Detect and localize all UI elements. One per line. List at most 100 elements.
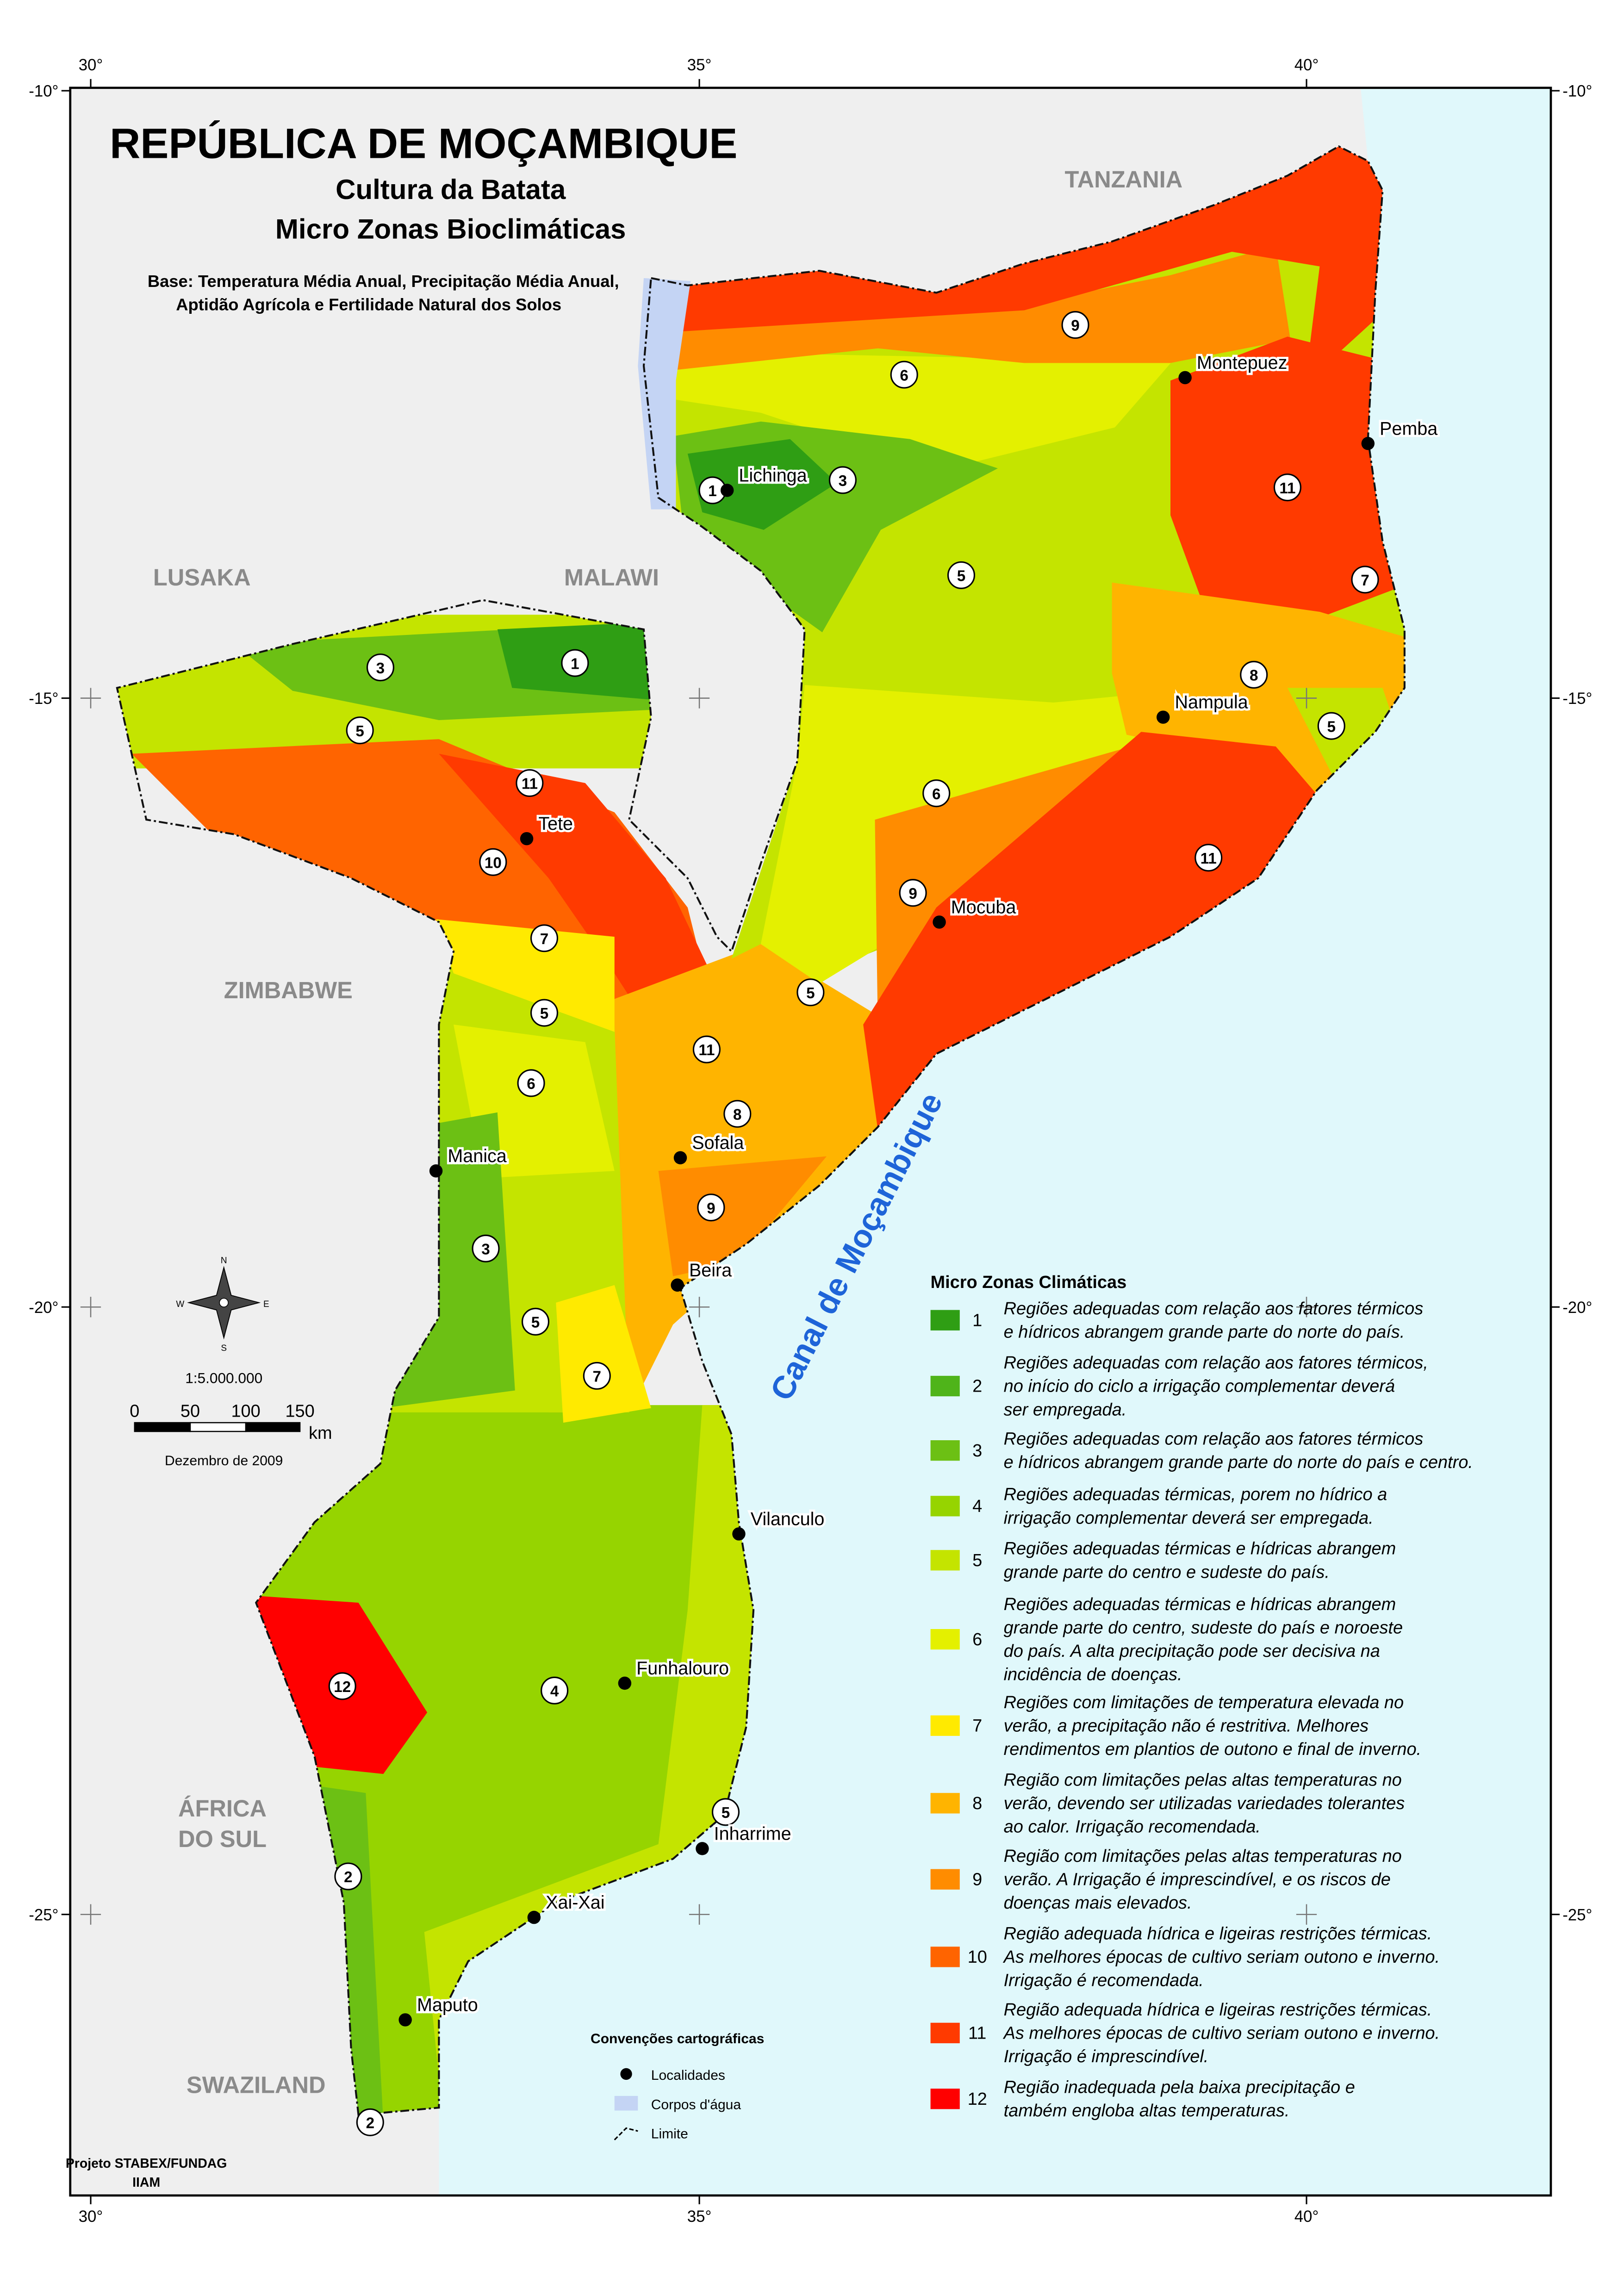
- legend-swatch: [930, 1550, 960, 1571]
- zone-marker-label: 4: [550, 1683, 559, 1700]
- legend-number: 7: [972, 1716, 982, 1735]
- compass-letter: N: [221, 1256, 227, 1265]
- zone-marker: [723, 1100, 752, 1128]
- zone-marker: [922, 779, 951, 808]
- zone-marker-label: 5: [722, 1804, 730, 1822]
- country-label: SWAZILAND: [187, 2072, 326, 2098]
- legend-description: no início do ciclo a irrigação complemen…: [1004, 1377, 1395, 1396]
- legend-description: Região com limitações pelas altas temper…: [1004, 1770, 1402, 1790]
- legend-number: 1: [972, 1311, 982, 1330]
- city-dot: [398, 2013, 412, 2027]
- scale-segment: [189, 1422, 247, 1432]
- legend-description: grande parte do centro, sudeste do país …: [1004, 1618, 1403, 1637]
- city-dot: [527, 1910, 541, 1924]
- zone-marker-label: 9: [707, 1200, 715, 1217]
- scale-tick-label: 0: [130, 1401, 139, 1421]
- compass-letter: S: [221, 1343, 227, 1353]
- legend-description: Região inadequada pela baixa precipitaçã…: [1004, 2078, 1355, 2097]
- city-label: Tete: [538, 814, 573, 834]
- zone-5: [424, 1405, 776, 2078]
- legend-swatch: [930, 1496, 960, 1517]
- lat-tick-label: -15°: [1562, 690, 1592, 708]
- city-dot: [1361, 437, 1375, 450]
- country-label: TANZANIA: [1065, 166, 1183, 193]
- zone-marker: [947, 561, 975, 589]
- legend-description: Irrigação é recomendada.: [1004, 1971, 1204, 1990]
- city-dot: [696, 1842, 709, 1855]
- city-dot: [671, 1278, 684, 1292]
- zone-marker-label: 7: [593, 1368, 601, 1386]
- legend-number: 6: [972, 1630, 982, 1649]
- credit: IIAM: [132, 2175, 160, 2190]
- legend-description: Regiões adequadas com relação aos fatore…: [1004, 1299, 1424, 1319]
- zone-marker: [1061, 311, 1089, 339]
- legend-swatch: [930, 1310, 960, 1331]
- legend-description: Irrigação é imprescindível.: [1004, 2047, 1209, 2066]
- legend-description: Regiões adequadas com relação aos fatore…: [1004, 1430, 1424, 1449]
- country-border: [116, 145, 1406, 2116]
- zone-marker-label: 10: [485, 854, 502, 871]
- zones: [117, 146, 1405, 2115]
- legend-number: 5: [972, 1551, 982, 1570]
- city-dot: [732, 1527, 746, 1541]
- zone-marker-label: 5: [957, 568, 965, 585]
- zone-marker: [530, 999, 559, 1027]
- lat-tick-label: -25°: [1562, 1906, 1592, 1924]
- lat-tick-label: -10°: [29, 83, 58, 100]
- scale-tick-label: 50: [180, 1401, 200, 1421]
- zone-marker-label: 5: [1327, 718, 1336, 735]
- country-label: LUSAKA: [153, 564, 251, 591]
- zone-9: [658, 1156, 827, 1276]
- zone-marker-label: 1: [571, 655, 579, 672]
- zone-marker-label: 5: [531, 1314, 540, 1331]
- title: REPÚBLICA DE MOÇAMBIQUE: [110, 120, 737, 168]
- zone-marker: [1351, 566, 1379, 594]
- subtitle: Micro Zonas Bioclimáticas: [275, 213, 626, 244]
- city-dot: [673, 1151, 687, 1164]
- zone-marker-label: 7: [540, 931, 548, 948]
- zone-marker: [541, 1676, 569, 1704]
- zone-marker: [561, 649, 589, 677]
- scale-tick-label: 150: [285, 1401, 314, 1421]
- legend-description: Região adequada hídrica e ligeiras restr…: [1004, 2000, 1432, 2020]
- city-label: Lichinga: [739, 465, 807, 485]
- zone-marker: [472, 1234, 500, 1263]
- lake-niassa: [638, 278, 691, 510]
- legend-swatch: [930, 1869, 960, 1890]
- legend-description: Região adequada hídrica e ligeiras restr…: [1004, 1924, 1432, 1943]
- zone-marker: [697, 1194, 725, 1222]
- zone-marker-label: 7: [1361, 572, 1369, 589]
- base-note: Base: Temperatura Média Anual, Precipita…: [148, 272, 619, 291]
- scale-unit: km: [309, 1424, 332, 1443]
- lat-tick-label: -20°: [1562, 1299, 1592, 1317]
- zone-marker: [516, 769, 544, 797]
- legend-swatch: [930, 1947, 960, 1967]
- city-label: Nampula: [1175, 692, 1248, 713]
- legend-description: incidência de doenças.: [1004, 1665, 1182, 1685]
- legend-description: e hídricos abrangem grande parte do nort…: [1004, 1453, 1473, 1472]
- scale-tick-label: 100: [231, 1401, 260, 1421]
- country-label: MALAWI: [564, 564, 659, 591]
- zone-marker-label: 11: [1279, 480, 1295, 497]
- scale-segment: [134, 1422, 191, 1432]
- lon-tick-label: 40°: [1294, 2208, 1319, 2226]
- convention-label: Localidades: [651, 2068, 725, 2083]
- legend-number: 3: [972, 1441, 982, 1461]
- lat-tick-label: -20°: [29, 1299, 58, 1317]
- zone-marker: [890, 361, 918, 389]
- legend-description: As melhores épocas de cultivo seriam out…: [1003, 2024, 1440, 2043]
- city-dot: [1156, 710, 1170, 724]
- legend-number: 12: [968, 2090, 987, 2109]
- city-dot: [933, 915, 946, 929]
- zone-marker-label: 9: [908, 885, 917, 902]
- zone-marker-label: 3: [839, 473, 847, 490]
- map-date: Dezembro de 2009: [165, 1453, 283, 1468]
- legend-description: irrigação complementar deverá ser empreg…: [1004, 1508, 1374, 1528]
- lat-tick-label: -25°: [29, 1906, 58, 1924]
- legend-number: 8: [972, 1794, 982, 1813]
- legend-description: Regiões adequadas térmicas e hídricas ab…: [1004, 1539, 1396, 1559]
- convention-label: Corpos d'água: [651, 2097, 741, 2112]
- zone-marker-label: 6: [932, 786, 940, 803]
- conventions-title: Convenções cartográficas: [591, 2031, 764, 2046]
